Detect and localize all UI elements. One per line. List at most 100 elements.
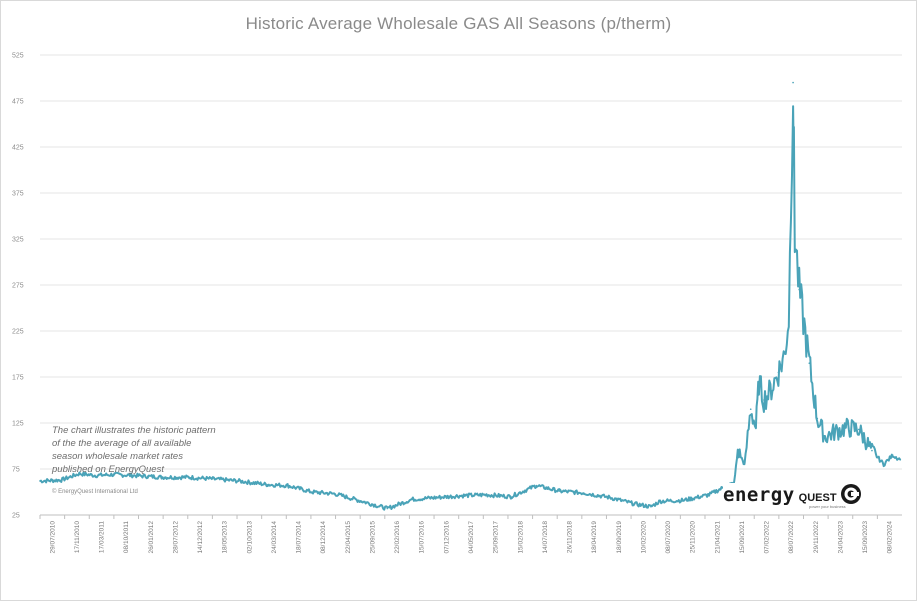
y-tick-label: 75 [12,467,20,474]
y-tick-label: 125 [12,421,24,428]
x-tick-label: 18/04/2019 [591,521,598,554]
annotation-line-4: published on EnergyQuest [52,464,164,475]
data-point [411,498,413,501]
data-point [214,478,216,480]
data-point [60,479,63,481]
data-point [650,505,652,508]
y-tick-label: 525 [12,53,24,60]
x-tick-label: 08/10/2011 [123,521,130,553]
logo-energy-text: energy [723,484,795,506]
data-point [237,480,240,482]
data-point [749,408,752,411]
data-point [78,472,81,475]
data-point [758,380,760,383]
data-point [360,500,363,503]
data-point [535,484,538,487]
x-tick-label: 08/02/2024 [887,521,894,554]
x-tick-label: 26/11/2018 [567,521,574,553]
chart-title: Historic Average Wholesale GAS All Seaso… [245,14,672,33]
y-axis-ticks: 25 75 125 175 225 275 325 375 425 475 525 [12,53,24,520]
y-tick-label: 425 [12,145,24,152]
y-tick-label: 25 [12,513,20,520]
logo-tagline: power your business [809,504,846,509]
annotation-line-2: of the the average of all available [52,438,192,449]
data-point [633,503,636,505]
data-point [808,362,811,365]
data-point [736,449,739,452]
x-tick-label: 14/07/2018 [542,521,549,554]
gridlines [40,54,902,516]
x-tick-label: 15/09/2023 [862,521,869,554]
data-point [788,316,790,319]
swirl-logo-icon [840,484,861,504]
x-tick-label: 29/07/2010 [49,521,56,554]
logo-quest-text: QUEST [798,492,837,504]
x-tick-label: 10/02/2020 [640,521,647,554]
data-point [435,496,438,499]
x-tick-label: 17/03/2011 [99,521,106,553]
data-point [763,399,765,401]
x-tick-label: 18/07/2014 [296,521,303,554]
data-point [485,493,488,496]
data-point [510,495,512,498]
x-tick-label: 22/04/2015 [345,521,352,554]
y-tick-label: 475 [12,99,24,106]
x-tick-label: 24/04/2023 [837,521,844,554]
data-point [777,371,780,374]
x-tick-label: 04/05/2017 [468,521,475,554]
y-tick-label: 375 [12,191,24,198]
data-point [899,459,902,461]
data-point [132,474,135,477]
data-point [311,491,313,493]
x-tick-label: 15/02/2018 [517,521,524,554]
gas-price-line [39,105,902,511]
y-tick-label: 325 [12,237,24,244]
x-tick-label: 26/01/2012 [148,521,155,554]
data-point [163,476,166,479]
x-tick-label: 25/09/2017 [493,521,500,554]
data-point [187,476,190,479]
data-point [769,390,772,392]
data-point [798,288,801,291]
data-point [558,490,561,492]
series-line [39,81,902,511]
x-tick-label: 07/02/2022 [764,521,771,554]
x-tick-label: 15/09/2021 [739,521,746,554]
x-tick-label: 08/07/2022 [788,521,795,554]
y-tick-label: 175 [12,375,24,382]
data-point [792,81,794,84]
data-point [708,493,710,496]
chart-annotation: The chart illustrates the historic patte… [52,424,302,476]
x-tick-label: 25/11/2020 [690,521,697,553]
copyright-text: © EnergyQuest International Ltd [52,489,138,495]
x-tick-label: 29/11/2022 [813,521,820,553]
x-tick-label: 08/12/2014 [320,521,327,554]
data-point [833,431,836,434]
x-tick-label: 17/11/2010 [74,521,81,553]
data-point [882,463,885,466]
x-tick-label: 15/07/2016 [419,521,426,554]
x-tick-label: 08/07/2020 [665,521,672,554]
data-point [743,463,746,466]
data-point [386,507,389,510]
x-tick-label: 28/07/2012 [172,521,179,554]
data-point [659,500,661,503]
data-point [683,499,685,502]
data-point [286,484,289,487]
data-point [871,449,873,452]
data-point [39,480,41,482]
x-tick-label: 24/03/2014 [271,521,278,554]
x-tick-label: 02/10/2013 [246,521,253,554]
data-point [334,493,336,495]
data-point [783,353,786,355]
x-tick-label: 18/09/2019 [616,521,623,554]
x-axis-ticks: 29/07/2010 17/11/2010 17/03/2011 08/10/2011… [39,515,894,554]
x-tick-label: 25/09/2015 [369,521,376,554]
y-tick-label: 225 [12,329,24,336]
x-tick-label: 22/02/2016 [394,521,401,554]
annotation-line-3: season wholesale market rates [52,451,183,462]
data-point [146,475,149,478]
x-tick-label: 14/12/2012 [197,521,204,554]
data-point [858,428,860,431]
